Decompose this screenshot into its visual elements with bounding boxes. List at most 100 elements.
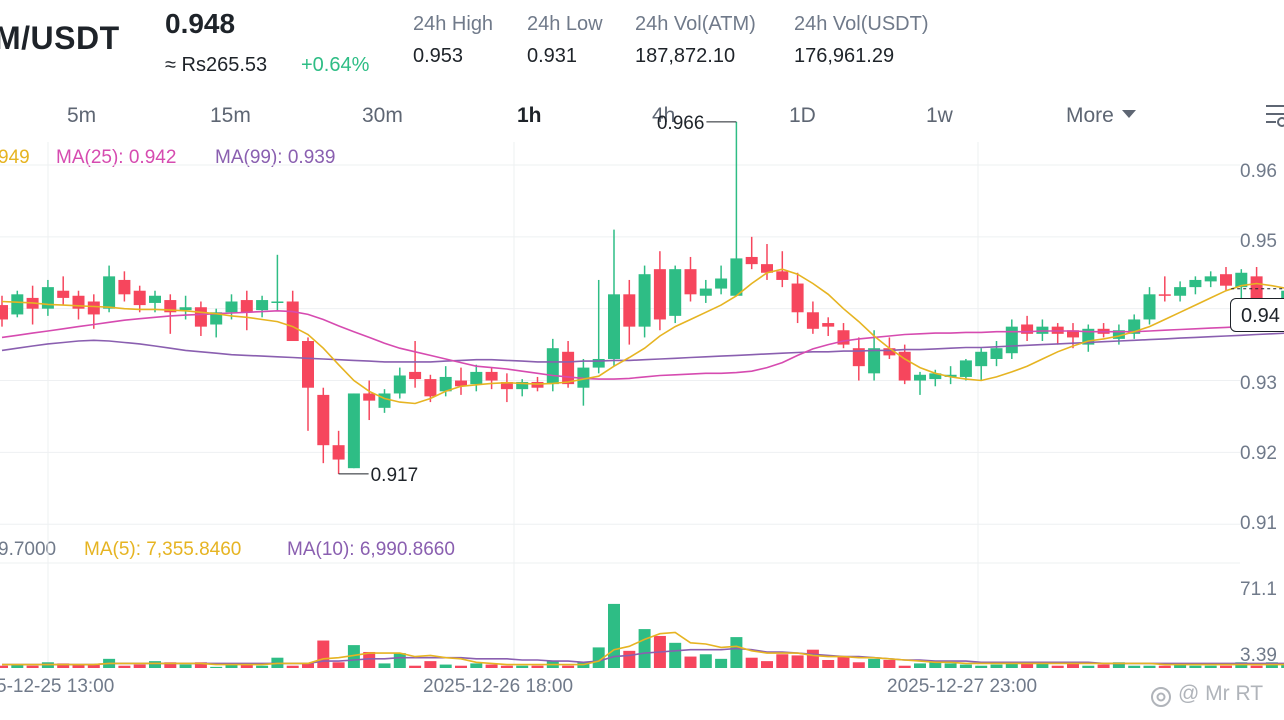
volume-bar [72,664,85,668]
volume-bar [638,629,651,668]
volume-bar [393,653,406,668]
candle-body [592,358,605,368]
tab-1h[interactable]: 1h [517,104,542,127]
volume-bar [1128,665,1141,668]
volume-bar [1189,665,1202,668]
volume-bar [1067,662,1079,668]
volume-bar [194,662,207,668]
volume-bar [133,664,146,668]
y-tick-label: 0.95 [1240,231,1277,252]
volume-bar [531,665,544,668]
candle-body [1174,287,1187,296]
more-label: More [1066,104,1114,127]
volume-bar [1021,663,1034,668]
candle-body [225,301,238,313]
volume-bar [715,658,728,668]
price-change-percent: +0.64% [301,54,370,76]
tab-1w[interactable]: 1w [926,104,953,127]
candle-body [669,269,682,316]
volume-bar [87,664,100,668]
volume-bar [164,662,177,668]
tab-15m[interactable]: 15m [210,104,251,127]
candle-body [1281,290,1284,302]
volume-ma-long-line [2,647,1284,666]
candle-body [638,274,651,327]
candle-body [317,394,330,446]
volume-bar [378,663,391,668]
stat-24h-vol-atm-value: 187,872.10 [635,45,736,67]
volume-bar [669,642,682,668]
caret-down-icon [1121,110,1136,119]
volume-bar [409,665,422,668]
volume-bar [149,661,161,668]
candle-body [118,279,131,295]
tab-more[interactable]: More [1066,104,1136,128]
tab-30m[interactable]: 30m [362,104,403,127]
candle-body [1189,279,1202,288]
volume-bar [286,665,299,668]
candle-body [990,348,1003,359]
volume-ma5-legend: MA(5): 7,355.8460 [84,539,242,560]
volume-bar [806,649,819,668]
tab-5m[interactable]: 5m [67,104,97,127]
volume-bar [730,637,743,668]
candle-body [424,379,437,397]
volume-bar [363,651,376,668]
candle-body [11,294,24,315]
volume-bar [470,663,483,668]
volume-bar [592,647,605,668]
volume-bar [1174,663,1187,668]
candle-body [332,445,345,460]
ma99-legend: MA(99): 0.939 [215,147,336,168]
volume-bar [57,663,70,668]
volume-bar [439,664,452,668]
stat-24h-vol-usdt-value: 176,961.29 [794,45,895,67]
candle-body [1005,326,1018,354]
volume-legend: 9.7000 [0,539,57,560]
candle-body [898,351,911,381]
candle-body [133,290,146,306]
candle-body [1235,272,1248,288]
candle-body [179,307,192,311]
volume-bar [868,658,881,668]
tab-4h[interactable]: 4h [652,104,676,127]
ma-short-legend: 949 [0,147,30,168]
volume-bar [975,665,988,668]
volume-bar [1097,664,1110,668]
volume-bar [424,661,437,668]
volume-bar [1112,662,1125,668]
stat-24h-low-value: 0.931 [527,45,578,67]
volume-bar [883,659,896,668]
candle-body [959,360,972,377]
volume-bar [455,665,467,668]
candle-body [715,278,728,289]
volume-bar [11,664,24,668]
candle-body [1220,274,1232,286]
chart-settings-icon[interactable] [1262,100,1284,130]
ma25-legend: MA(25): 0.942 [56,147,177,168]
candle-body [1158,294,1171,296]
volume-bar [0,665,8,668]
x-tick-label: 2025-12-26 18:00 [423,676,574,697]
tab-1d[interactable]: 1D [789,104,816,127]
candle-body [975,351,988,367]
volume-bar [699,654,712,668]
candle-body [378,393,391,408]
stat-24h-vol-atm-label: 24h Vol(ATM) [635,13,756,35]
volume-bar [1082,665,1095,668]
candle-body [868,348,881,374]
volume-bar [837,656,850,668]
x-tick-label: 2025-12-27 23:00 [887,676,1038,697]
candle-body [149,295,161,303]
volume-bar [118,665,131,668]
candle-body [883,348,896,356]
x-tick-label: 5-12-25 13:00 [0,676,115,697]
candle-body [210,312,223,325]
candle-body [103,276,116,309]
candle-body [822,323,835,327]
stat-24h-low-label: 24h Low [527,13,603,35]
volume-bar [485,664,498,668]
volume-bar [500,665,513,668]
trading-pair-title: M/USDT [0,20,120,56]
